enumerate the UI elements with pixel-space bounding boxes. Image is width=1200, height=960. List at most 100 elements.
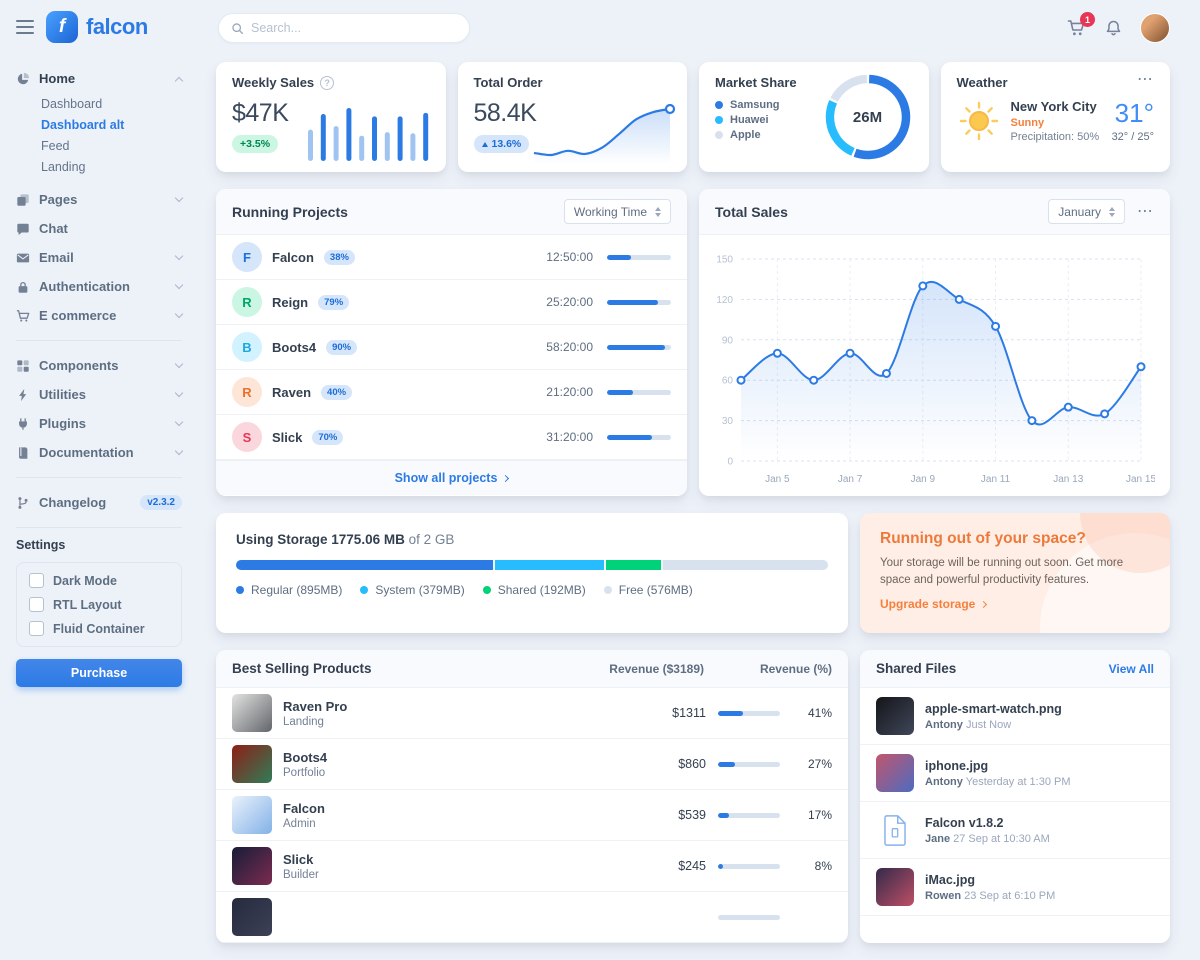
svg-text:Jan 13: Jan 13 — [1053, 474, 1083, 485]
cart-button[interactable]: 1 — [1067, 19, 1087, 37]
column-header-revenue: Revenue ($3189) — [604, 662, 704, 676]
sidebar-item-feed[interactable]: Feed — [41, 136, 182, 157]
list-item: iphone.jpg Antony Yesterday at 1:30 PM — [860, 745, 1170, 802]
falcon-logo[interactable]: f falcon — [46, 11, 148, 43]
product-category-link[interactable]: Admin — [283, 818, 325, 830]
file-author: Antony — [925, 719, 963, 731]
list-item: apple-smart-watch.png Antony Just Now — [860, 688, 1170, 745]
sidebar-item-changelog[interactable]: Changelog v2.3.2 — [16, 488, 182, 517]
rtl-layout-checkbox[interactable] — [29, 597, 44, 612]
card-title: Market Share — [715, 75, 797, 90]
search-box — [218, 13, 470, 43]
sidebar: Home Dashboard Dashboard alt Feed Landin… — [0, 56, 216, 900]
sidebar-item-pages[interactable]: Pages — [16, 185, 182, 214]
purchase-button[interactable]: Purchase — [16, 659, 182, 687]
legend-item: Samsung — [715, 99, 823, 111]
product-revenue: $539 — [618, 808, 706, 822]
search-input[interactable] — [251, 21, 457, 35]
product-category-link[interactable]: Builder — [283, 869, 319, 881]
project-row: R Raven 40% 21:20:00 — [216, 370, 687, 415]
product-category-link[interactable]: Landing — [283, 716, 347, 728]
project-name[interactable]: Slick — [272, 430, 302, 445]
project-name[interactable]: Boots4 — [272, 340, 316, 355]
more-menu-icon[interactable]: ⋯ — [1137, 75, 1154, 85]
sort-arrows-icon — [655, 207, 661, 217]
weekly-sales-chart — [304, 104, 432, 161]
storage-total: of 2 GB — [409, 532, 455, 547]
plugins-icon — [16, 417, 30, 431]
best-selling-card: Best Selling Products Revenue ($3189) Re… — [216, 650, 848, 943]
market-share-chart: 26M — [823, 72, 913, 162]
revenue-percent: 17% — [792, 808, 832, 822]
working-time-select[interactable]: Working Time — [564, 199, 671, 224]
sidebar-item-plugins[interactable]: Plugins — [16, 409, 182, 438]
upgrade-storage-link[interactable]: Upgrade storage — [880, 597, 986, 611]
sidebar-item-chat[interactable]: Chat — [16, 214, 182, 243]
project-progress — [607, 300, 671, 305]
table-row: Slick Builder $245 8% — [216, 841, 848, 892]
sidebar-item-home[interactable]: Home — [16, 64, 182, 93]
code-branch-icon — [16, 496, 30, 510]
documentation-icon — [16, 446, 30, 460]
menu-toggle-icon[interactable] — [16, 20, 34, 34]
notifications-button[interactable] — [1104, 19, 1123, 38]
file-time: 23 Sep at 6:10 PM — [964, 890, 1055, 902]
weekly-sales-card: Weekly Sales ? $47K +3.5% — [216, 62, 446, 172]
weather-condition: Sunny — [1011, 117, 1102, 129]
product-name: Falcon — [283, 801, 325, 816]
legend-item: Free (576MB) — [604, 583, 693, 597]
sidebar-item-components[interactable]: Components — [16, 351, 182, 380]
list-item: Falcon v1.8.2 Jane 27 Sep at 10:30 AM — [860, 802, 1170, 859]
sidebar-item-email[interactable]: Email — [16, 243, 182, 272]
project-name[interactable]: Raven — [272, 385, 311, 400]
utilities-icon — [16, 388, 30, 402]
svg-text:Jan 9: Jan 9 — [911, 474, 936, 485]
components-icon — [16, 359, 30, 373]
product-name: Raven Pro — [283, 699, 347, 714]
storage-card: Using Storage 1775.06 MB of 2 GB Regular… — [216, 513, 848, 633]
view-all-link[interactable]: View All — [1109, 662, 1154, 676]
dark-mode-checkbox[interactable] — [29, 573, 44, 588]
file-name-link[interactable]: apple-smart-watch.png — [925, 702, 1062, 716]
upgrade-body: Your storage will be running out soon. G… — [880, 555, 1150, 588]
file-name-link[interactable]: iphone.jpg — [925, 759, 988, 773]
project-name[interactable]: Falcon — [272, 250, 314, 265]
shared-files-card: Shared Files View All apple-smart-watch.… — [860, 650, 1170, 943]
project-progress — [607, 390, 671, 395]
revenue-progress — [718, 762, 780, 767]
sidebar-item-ecommerce[interactable]: E commerce — [16, 301, 182, 330]
show-all-projects-link[interactable]: Show all projects — [395, 471, 509, 485]
legend-item: Huawei — [715, 114, 823, 126]
sidebar-item-documentation[interactable]: Documentation — [16, 438, 182, 467]
file-name-link[interactable]: iMac.jpg — [925, 873, 975, 887]
project-name[interactable]: Reign — [272, 295, 308, 310]
project-row: B Boots4 90% 58:20:00 — [216, 325, 687, 370]
avatar: B — [232, 332, 262, 362]
month-select[interactable]: January — [1048, 199, 1125, 224]
fluid-container-checkbox[interactable] — [29, 621, 44, 636]
product-thumbnail — [232, 796, 272, 834]
svg-text:Jan 15: Jan 15 — [1126, 474, 1155, 485]
chevron-down-icon — [175, 194, 183, 202]
more-menu-icon[interactable]: ⋯ — [1137, 207, 1154, 217]
sidebar-item-dashboard[interactable]: Dashboard — [41, 94, 182, 115]
chevron-down-icon — [175, 389, 183, 397]
help-icon[interactable]: ? — [320, 76, 334, 90]
product-category-link[interactable]: Portfolio — [283, 767, 327, 779]
file-name-link[interactable]: Falcon v1.8.2 — [925, 816, 1004, 830]
product-thumbnail — [232, 898, 272, 936]
file-author: Jane — [925, 833, 950, 845]
revenue-percent: 27% — [792, 757, 832, 771]
dark-mode-option[interactable]: Dark Mode — [29, 573, 169, 588]
user-avatar[interactable] — [1140, 13, 1170, 43]
file-time: Yesterday at 1:30 PM — [966, 776, 1071, 788]
rtl-layout-option[interactable]: RTL Layout — [29, 597, 169, 612]
sidebar-item-landing[interactable]: Landing — [41, 157, 182, 178]
sidebar-item-utilities[interactable]: Utilities — [16, 380, 182, 409]
project-time: 21:20:00 — [519, 385, 593, 399]
sidebar-item-dashboard-alt[interactable]: Dashboard alt — [41, 115, 182, 136]
fluid-container-option[interactable]: Fluid Container — [29, 621, 169, 636]
svg-text:90: 90 — [722, 335, 734, 346]
sidebar-item-authentication[interactable]: Authentication — [16, 272, 182, 301]
storage-label: Using Storage — [236, 532, 328, 547]
